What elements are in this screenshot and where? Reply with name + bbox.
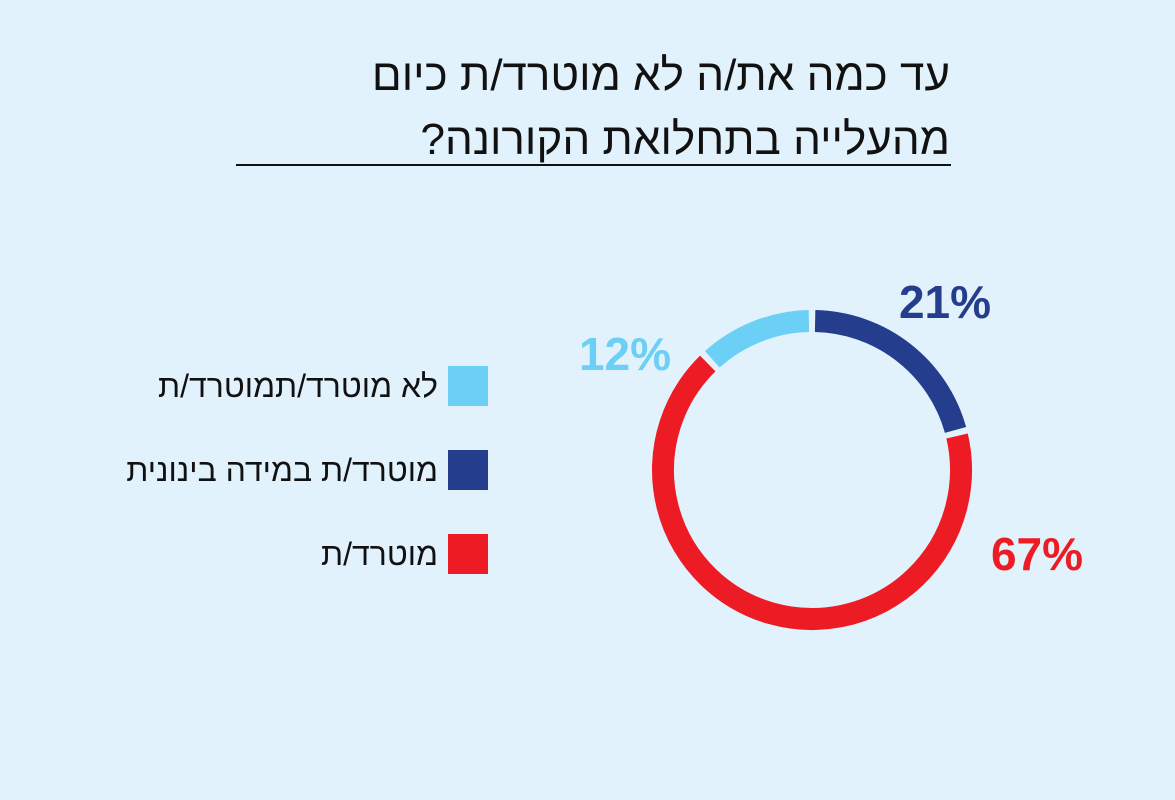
slice-label-worried: 67% bbox=[991, 528, 1083, 580]
legend-label-worried: מוטרד/ת bbox=[320, 535, 438, 572]
legend-item-worried: מוטרד/ת bbox=[126, 532, 488, 576]
chart-title-line-2: מהעלייה בתחלואת הקורונה? bbox=[420, 115, 950, 164]
slice-worried bbox=[652, 355, 972, 630]
slice-label-moderately-worried: 21% bbox=[899, 276, 991, 328]
slice-not-worried bbox=[704, 310, 810, 368]
legend-swatch-moderately-worried bbox=[448, 450, 488, 490]
legend-swatch-not-worried bbox=[448, 366, 488, 406]
slice-label-not-worried: 12% bbox=[579, 328, 671, 380]
slice-moderately-worried bbox=[814, 310, 967, 434]
legend-label-moderately-worried: מוטרד/ת במידה בינונית bbox=[126, 451, 438, 488]
title-underline bbox=[236, 164, 951, 166]
legend-label-not-worried: לא מוטרד/תמוטרד/ת bbox=[158, 367, 438, 404]
chart-title: עד כמה את/ה לא מוטרד/ת כיום מהעלייה בתחל… bbox=[190, 44, 950, 172]
legend: לא מוטרד/תמוטרד/ת מוטרד/ת במידה בינונית … bbox=[126, 364, 488, 616]
legend-item-moderately-worried: מוטרד/ת במידה בינונית bbox=[126, 448, 488, 492]
legend-swatch-worried bbox=[448, 534, 488, 574]
chart-title-line-1: עד כמה את/ה לא מוטרד/ת כיום bbox=[371, 51, 950, 100]
legend-item-not-worried: לא מוטרד/תמוטרד/ת bbox=[126, 364, 488, 408]
